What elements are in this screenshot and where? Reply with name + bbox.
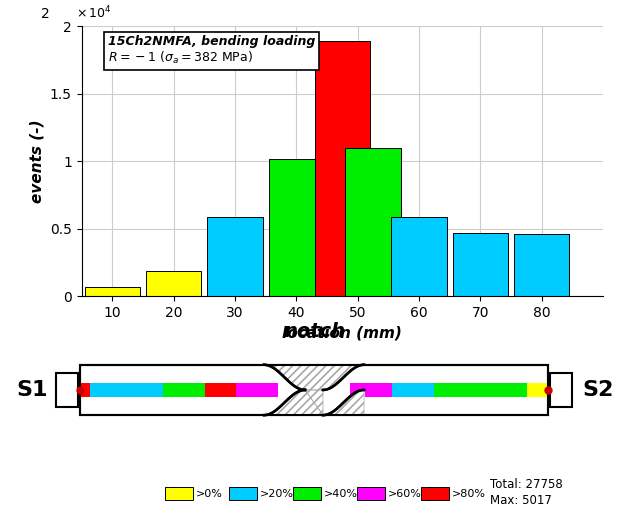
Bar (421, 487, 449, 500)
Bar (163, 383, 205, 397)
Bar (85, 287, 140, 296)
Bar (80, 365, 548, 415)
Polygon shape (305, 390, 323, 415)
Bar (357, 487, 385, 500)
Bar (475, 383, 527, 397)
Bar (236, 383, 278, 397)
Polygon shape (264, 365, 364, 390)
Bar (56, 373, 78, 407)
Bar (433, 383, 475, 397)
Text: >0%: >0% (196, 489, 223, 499)
Bar (165, 487, 193, 500)
Bar (392, 383, 433, 397)
Bar (205, 383, 236, 397)
Polygon shape (264, 390, 364, 415)
Bar (453, 233, 508, 296)
Polygon shape (264, 390, 364, 415)
Bar (80, 365, 548, 415)
Text: >60%: >60% (388, 489, 422, 499)
Bar (80, 383, 90, 397)
Bar (90, 383, 163, 397)
Text: Max: 5017: Max: 5017 (490, 494, 552, 507)
Bar (229, 487, 257, 500)
Bar (146, 271, 201, 296)
Text: S1: S1 (16, 380, 48, 400)
Bar (350, 383, 392, 397)
Polygon shape (264, 365, 364, 390)
Bar (550, 373, 572, 407)
Bar (315, 41, 370, 296)
Bar (527, 383, 548, 397)
Bar (391, 217, 447, 296)
Bar (269, 159, 324, 296)
Text: 15Ch2NMFA, bending loading
$R = -1\ (\sigma_a = 382\ \mathrm{MPa})$: 15Ch2NMFA, bending loading $R = -1\ (\si… (108, 34, 315, 66)
Text: Total: 27758: Total: 27758 (490, 478, 563, 491)
Text: S2: S2 (582, 380, 614, 400)
Bar (345, 148, 401, 296)
Text: $2$: $2$ (40, 7, 50, 21)
Bar (293, 487, 321, 500)
Text: $\times\,10^4$: $\times\,10^4$ (77, 4, 112, 21)
Bar (207, 217, 263, 296)
X-axis label: location (mm): location (mm) (283, 325, 402, 341)
Text: >80%: >80% (452, 489, 486, 499)
Text: >40%: >40% (324, 489, 358, 499)
Text: notch: notch (283, 323, 345, 341)
Bar (514, 234, 569, 296)
Text: >20%: >20% (260, 489, 294, 499)
Polygon shape (305, 390, 323, 415)
Y-axis label: events (-): events (-) (30, 120, 45, 203)
